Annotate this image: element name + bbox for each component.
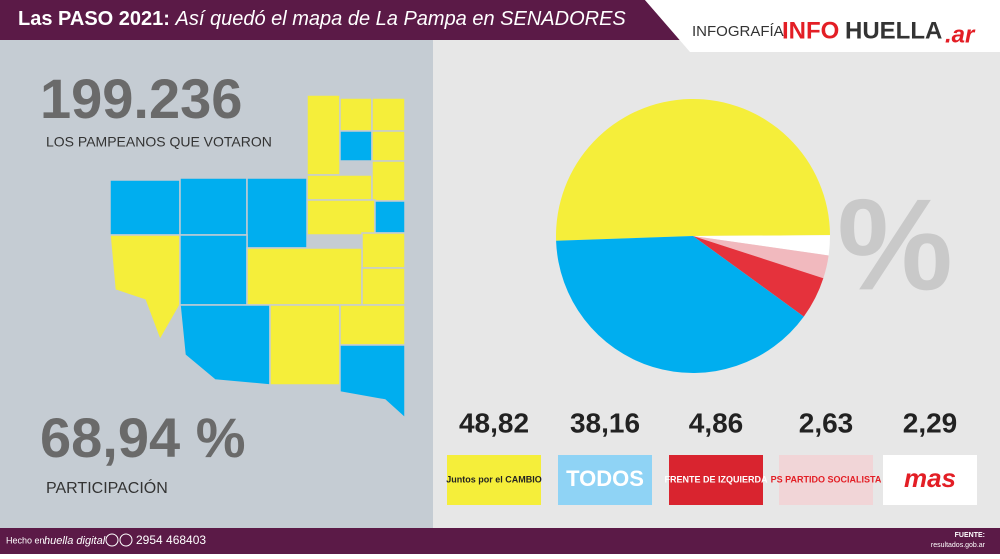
- map-dept: [306, 174, 373, 201]
- voters-label: LOS PAMPEANOS QUE VOTARON: [46, 134, 272, 150]
- pie-slice: [555, 98, 830, 241]
- map-dept: [339, 97, 373, 132]
- value-label: 38,16: [570, 407, 640, 438]
- party-logo: [669, 455, 763, 505]
- participation-label: PARTICIPACIÓN: [46, 478, 168, 497]
- map-dept: [371, 97, 406, 132]
- map-dept: [179, 304, 271, 386]
- credit: INFOGRAFÍA:: [692, 23, 788, 40]
- logo-ar: .ar: [945, 21, 976, 48]
- header-logo-bg: [645, 0, 1000, 52]
- map-dept: [269, 304, 341, 386]
- participation: 68,94 %: [40, 406, 246, 469]
- voters: 199.236: [40, 67, 242, 130]
- party-logo: [883, 455, 977, 505]
- value-label: 48,82: [459, 407, 529, 438]
- value-label: 2,29: [903, 407, 958, 438]
- party-logo: [447, 455, 541, 505]
- title-bold: Las PASO 2021:: [18, 8, 170, 30]
- map-dept: [179, 177, 248, 236]
- map-dept: [179, 234, 248, 306]
- map-dept: [374, 200, 406, 234]
- party-name: FRENTE DE IZQUIERDA: [664, 474, 768, 484]
- party-name: PS PARTIDO SOCIALISTA: [771, 474, 882, 484]
- pie-slice: [693, 235, 831, 256]
- map-dept: [371, 130, 406, 162]
- pie-slice: [693, 236, 829, 279]
- party-name: mas: [904, 463, 956, 493]
- map-dept: [246, 247, 363, 306]
- map-dept: [371, 160, 406, 202]
- footer-phone: 2954 468403: [136, 533, 206, 547]
- map: [109, 94, 406, 420]
- header-bar: [0, 0, 680, 40]
- map-dept: [361, 267, 406, 306]
- party-name: Juntos por el CAMBIO: [446, 474, 542, 484]
- icon: [119, 533, 133, 547]
- party-logo: [558, 455, 652, 505]
- source: resultados.gob.ar: [931, 542, 986, 549]
- source-label: FUENTE:: [955, 532, 985, 539]
- icon: [105, 533, 119, 547]
- map-dept: [306, 199, 376, 236]
- header-title: Las PASO 2021: Así quedó el mapa de La P…: [18, 8, 626, 30]
- party-name: TODOS: [566, 466, 644, 491]
- map-dept: [306, 94, 341, 176]
- map-dept: [246, 177, 308, 249]
- value-label: 4,86: [689, 407, 744, 438]
- map-dept: [361, 232, 406, 269]
- map-dept: [109, 179, 181, 236]
- logo-info: INFO: [782, 17, 839, 44]
- footer-bar: [0, 528, 1000, 554]
- map-dept: [339, 130, 373, 162]
- map-dept: [339, 304, 406, 346]
- percent-sign: %: [837, 171, 953, 317]
- logo-huella: HUELLA: [845, 17, 942, 44]
- value-label: 2,63: [799, 407, 854, 438]
- party-logo: [779, 455, 873, 505]
- title-italic: Así quedó el mapa de La Pampa en SENADOR…: [175, 8, 627, 30]
- footer-brand: huella digital: [44, 535, 106, 547]
- pie-slice: [556, 236, 804, 373]
- map-dept: [339, 344, 406, 420]
- footer-made: Hecho en:: [6, 535, 47, 545]
- pie-slice: [693, 236, 824, 317]
